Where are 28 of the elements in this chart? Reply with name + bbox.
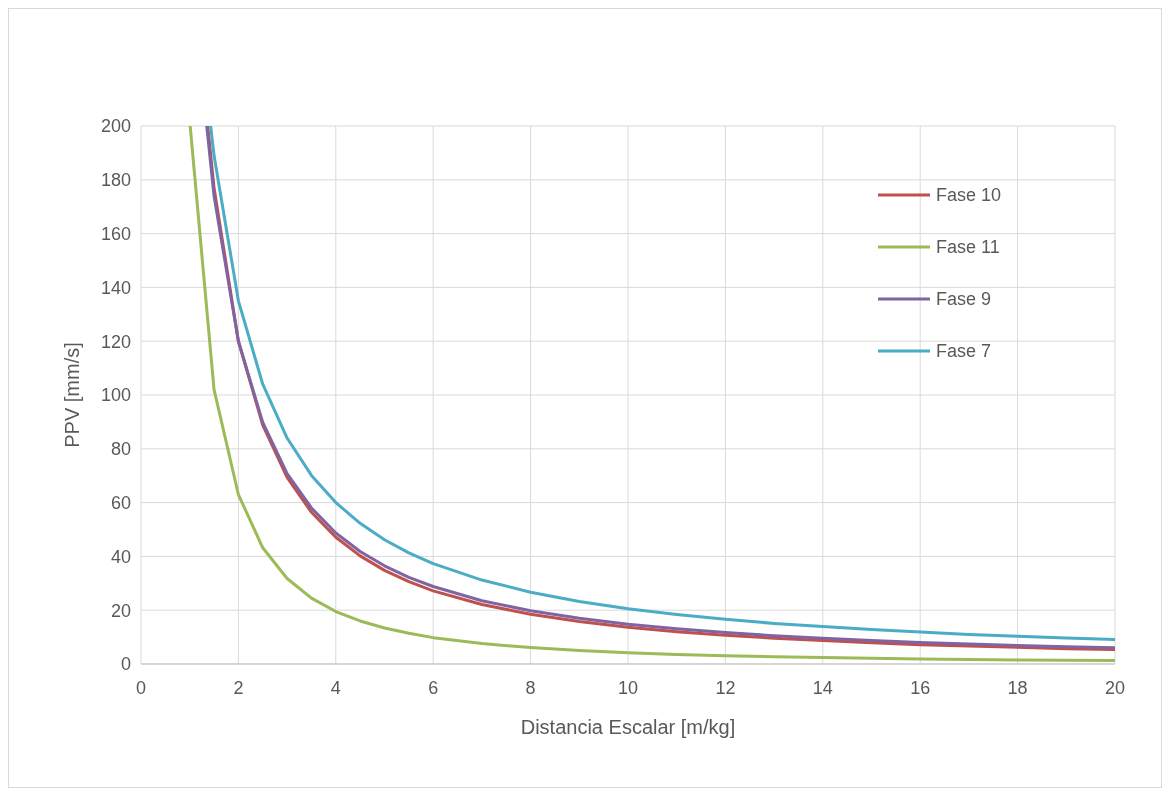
x-tick-label: 18 — [1007, 678, 1028, 698]
x-tick-label: 16 — [910, 678, 931, 698]
x-tick-label: 8 — [525, 678, 536, 698]
x-tick-label: 20 — [1104, 678, 1126, 698]
y-tick-label: 20 — [110, 600, 131, 621]
x-tick-label: 4 — [330, 678, 341, 698]
y-tick-label: 140 — [100, 277, 131, 298]
y-tick-label: 120 — [100, 331, 131, 352]
y-tick-label: 40 — [110, 546, 131, 567]
y-tick-label: 160 — [100, 223, 131, 244]
x-axis-title: Distancia Escalar [m/kg] — [520, 716, 736, 738]
y-tick-label: 60 — [110, 492, 131, 513]
legend-label: Fase 7 — [936, 341, 992, 362]
y-tick-label: 80 — [110, 439, 131, 460]
x-tick-label: 12 — [715, 678, 736, 698]
legend-label: Fase 11 — [936, 237, 1000, 258]
x-tick-label: 14 — [812, 678, 833, 698]
legend-label: Fase 9 — [936, 289, 992, 310]
x-tick-label: 0 — [135, 678, 147, 698]
y-axis-title: PPV [mm/s] — [61, 342, 83, 448]
y-tick-label: 200 — [100, 116, 131, 137]
x-tick-label: 6 — [428, 678, 439, 698]
y-tick-label: 100 — [100, 385, 131, 406]
y-tick-label: 0 — [120, 654, 131, 675]
y-tick-label: 180 — [100, 170, 131, 191]
legend-label: Fase 10 — [936, 185, 1002, 206]
x-tick-label: 10 — [617, 678, 639, 698]
x-tick-label: 2 — [233, 678, 244, 698]
